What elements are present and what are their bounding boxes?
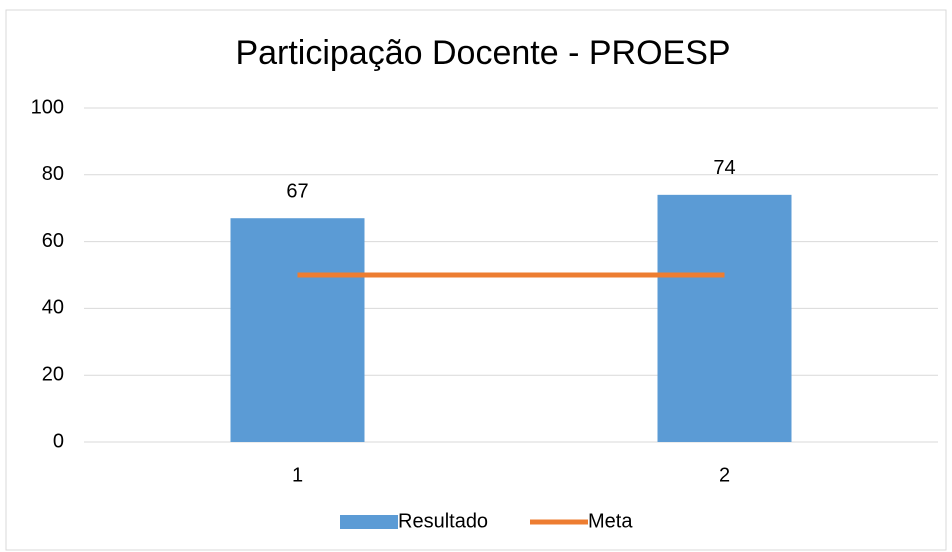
x-tick-label: 2	[719, 464, 730, 486]
y-tick-label: 40	[42, 297, 64, 319]
y-tick-label: 80	[42, 163, 64, 185]
data-label: 74	[713, 157, 735, 179]
y-tick-label: 0	[53, 430, 64, 452]
data-label: 67	[286, 181, 308, 203]
bar	[657, 194, 792, 442]
legend-swatch	[340, 515, 398, 529]
y-tick-label: 100	[31, 96, 64, 118]
y-tick-label: 20	[42, 363, 64, 385]
x-tick-label: 1	[292, 464, 303, 486]
y-tick-label: 60	[42, 230, 64, 252]
chart-title: Participação Docente - PROESP	[235, 34, 730, 72]
chart-border	[5, 9, 947, 551]
legend-label: Resultado	[398, 510, 488, 532]
bar	[230, 218, 365, 442]
legend-label: Meta	[588, 510, 633, 532]
